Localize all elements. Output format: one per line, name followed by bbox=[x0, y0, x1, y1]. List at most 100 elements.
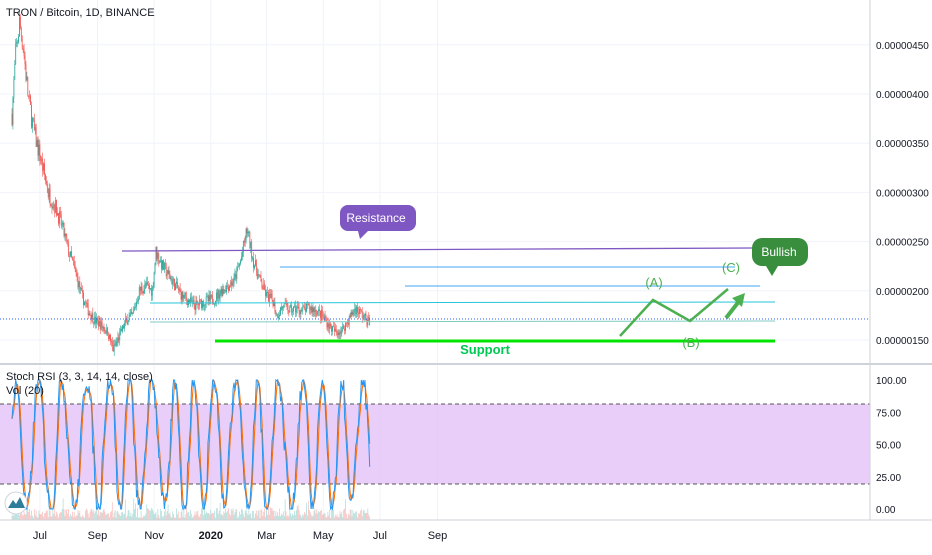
candle-body bbox=[102, 327, 104, 329]
volume-bar bbox=[170, 516, 172, 520]
candle-body bbox=[194, 305, 196, 310]
volume-bar bbox=[93, 510, 95, 520]
volume-bar bbox=[359, 510, 361, 520]
candle-body bbox=[230, 281, 232, 287]
candle-body bbox=[185, 293, 187, 298]
candle-body bbox=[278, 315, 280, 319]
candle-body bbox=[291, 305, 293, 313]
wave-projection-line[interactable] bbox=[619, 288, 729, 337]
candle-body bbox=[293, 306, 294, 312]
candle-body bbox=[192, 300, 194, 301]
volume-bar bbox=[50, 516, 52, 520]
volume-bar bbox=[62, 498, 64, 520]
candle-body bbox=[311, 306, 313, 313]
volume-bar bbox=[70, 514, 71, 520]
volume-bar bbox=[339, 511, 341, 520]
volume-bar bbox=[355, 511, 357, 520]
price-axis[interactable]: 0.00000150 0.00000200 0.00000250 0.00000300… bbox=[876, 41, 929, 347]
volume-bar bbox=[231, 510, 233, 520]
volume-bar bbox=[329, 509, 331, 520]
candle-body bbox=[141, 286, 143, 292]
candle-body bbox=[71, 251, 72, 258]
candle-body bbox=[40, 160, 42, 162]
price-pane[interactable] bbox=[0, 0, 870, 360]
candle-body bbox=[108, 335, 110, 339]
candle-body bbox=[47, 191, 49, 198]
volume-bar bbox=[191, 517, 193, 520]
symbol-title[interactable]: TRON / Bitcoin, 1D, BINANCE bbox=[6, 7, 155, 19]
candle-body bbox=[368, 317, 370, 320]
candle-body bbox=[277, 314, 279, 319]
volume-bar bbox=[271, 508, 273, 520]
volume-bar bbox=[19, 515, 20, 520]
volume-bar bbox=[198, 515, 200, 520]
volume-bar bbox=[220, 514, 222, 520]
candle-body bbox=[55, 199, 57, 213]
candle-body bbox=[124, 318, 126, 324]
volume-bar bbox=[247, 515, 249, 520]
volume-bar bbox=[120, 516, 122, 520]
volume-bar bbox=[319, 512, 320, 520]
stoch-legend[interactable]: Stoch RSI (3, 3, 14, 14, close) bbox=[6, 371, 153, 383]
tradingview-logo[interactable] bbox=[4, 491, 28, 515]
candle-body bbox=[266, 292, 267, 297]
candle-body bbox=[134, 307, 136, 311]
volume-bar bbox=[116, 511, 118, 520]
candle-body bbox=[154, 262, 156, 273]
candles bbox=[11, 11, 371, 356]
volume-bar bbox=[281, 514, 283, 520]
volume-bar bbox=[111, 502, 113, 520]
candle-body bbox=[332, 326, 333, 332]
candle-body bbox=[350, 312, 352, 318]
volume-bar bbox=[98, 515, 100, 520]
candle-body bbox=[208, 295, 210, 301]
volume-bar bbox=[236, 509, 238, 520]
volume-bar bbox=[305, 513, 306, 520]
volume-bar bbox=[364, 512, 366, 520]
candle-body bbox=[65, 233, 67, 237]
candle-body bbox=[174, 278, 175, 291]
candle-body bbox=[177, 288, 179, 290]
volume-bar bbox=[58, 513, 60, 520]
candle-body bbox=[255, 260, 257, 272]
candle-body bbox=[209, 295, 211, 300]
volume-bar bbox=[15, 512, 17, 520]
volume-bar bbox=[296, 506, 298, 520]
volume-bar bbox=[157, 509, 159, 520]
volume-bar bbox=[344, 508, 345, 520]
volume-bar bbox=[203, 503, 205, 520]
volume-bar bbox=[350, 509, 352, 520]
candle-body bbox=[142, 291, 144, 293]
volume-bar bbox=[192, 516, 194, 520]
candle-body bbox=[50, 204, 52, 206]
volume-bar bbox=[180, 511, 182, 520]
volume-bar bbox=[57, 513, 58, 520]
volume-bar bbox=[320, 510, 321, 520]
candle-body bbox=[180, 290, 182, 300]
volume-bar bbox=[171, 517, 173, 520]
resistance-line[interactable] bbox=[121, 247, 753, 252]
time-axis[interactable]: Jul Sep Nov 2020 Mar May Jul Sep bbox=[33, 530, 447, 542]
candle-body bbox=[24, 55, 26, 65]
volume-bar bbox=[125, 517, 127, 520]
resistance-callout[interactable]: Resistance bbox=[340, 205, 416, 239]
volume-bar bbox=[165, 515, 167, 520]
stoch-axis[interactable]: 100.00 75.00 50.00 25.00 0.00 bbox=[876, 376, 907, 516]
candle-body bbox=[281, 307, 282, 310]
candle-body bbox=[212, 295, 214, 304]
level-line-4[interactable] bbox=[149, 320, 776, 323]
candle-body bbox=[106, 327, 108, 334]
candle-body bbox=[82, 290, 84, 293]
candle-body bbox=[249, 231, 251, 248]
volume-bar bbox=[121, 512, 123, 520]
volume-legend[interactable]: Vol (20) bbox=[6, 385, 44, 397]
volume-bar bbox=[74, 516, 76, 520]
bullish-callout[interactable]: Bullish bbox=[752, 238, 808, 276]
volume-bar bbox=[36, 516, 38, 520]
volume-bar bbox=[276, 515, 278, 520]
volume-bar bbox=[288, 516, 290, 520]
candle-body bbox=[44, 163, 45, 175]
candle-body bbox=[68, 242, 70, 256]
level-line-3[interactable] bbox=[149, 301, 776, 304]
